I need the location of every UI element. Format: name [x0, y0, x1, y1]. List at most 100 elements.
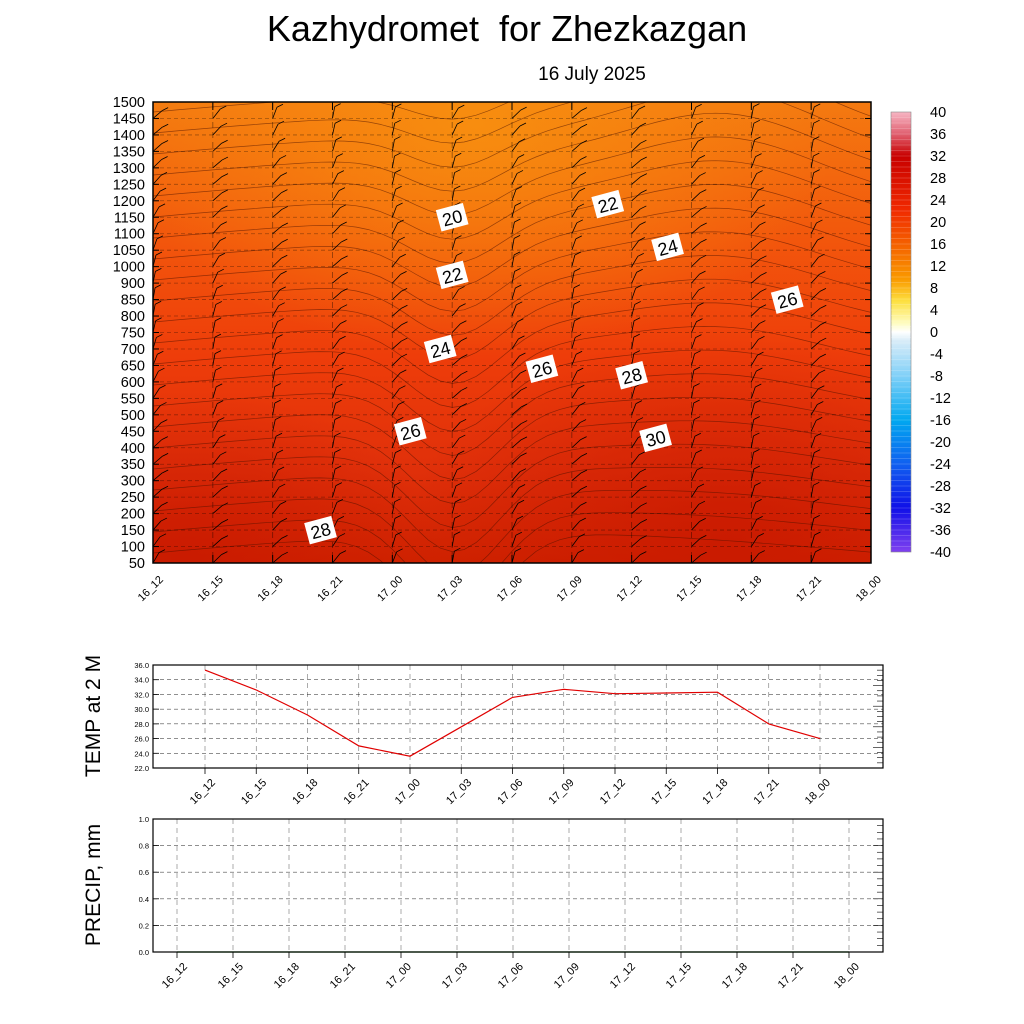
wind-barb-staff — [511, 238, 515, 251]
wind-barb-flag — [813, 136, 820, 140]
wind-barb-staff — [750, 485, 756, 498]
wind-barb-staff — [750, 435, 754, 448]
wind-barb-flag — [756, 170, 763, 174]
wind-barb-staff — [212, 125, 222, 136]
wind-barb-staff — [511, 221, 515, 234]
wind-barb-flag — [456, 252, 463, 256]
temp-panel: 22.024.026.028.030.032.034.036.0 16_12 16… — [82, 655, 884, 807]
wind-barb-staff — [691, 386, 695, 399]
wind-barb-staff — [691, 158, 700, 169]
wind-barb-staff — [571, 110, 582, 119]
wind-barb-flag — [513, 251, 521, 256]
wind-barb-flag — [281, 254, 288, 259]
wind-barb-flag — [454, 514, 461, 519]
precip-y-tick-label: 0.2 — [139, 921, 149, 930]
heatmap-y-tick-label: 1100 — [114, 227, 145, 243]
wind-barb-flag — [758, 204, 765, 209]
wind-barb-staff — [511, 254, 515, 267]
wind-barb-staff — [153, 520, 162, 531]
wind-barb-staff — [870, 479, 871, 481]
wind-barb-staff — [511, 141, 520, 152]
wind-barb-flag — [518, 484, 526, 488]
wind-barb-flag — [454, 169, 461, 173]
wind-barb-flag — [640, 518, 648, 523]
wind-barb-staff — [332, 241, 342, 251]
wind-barb-staff — [391, 551, 398, 563]
wind-barb-flag — [341, 288, 348, 293]
precip-x-tick-label: 17_09 — [552, 961, 582, 991]
wind-barb-staff — [392, 274, 401, 284]
wind-barb-staff — [332, 224, 342, 234]
wind-barb-flag — [875, 137, 881, 140]
wind-barb-flag — [399, 253, 406, 258]
wind-barb-flag — [639, 122, 647, 127]
wind-barb-staff — [391, 501, 395, 514]
wind-barb-flag — [161, 501, 168, 506]
wind-barb-flag — [574, 251, 582, 256]
contour-label-box — [591, 189, 625, 219]
wind-barb-flag — [693, 366, 701, 371]
wind-barb-staff — [631, 554, 641, 563]
wind-barb-flag — [754, 482, 761, 486]
precip-x-tick-label: 16_12 — [160, 961, 190, 991]
wind-barb-staff — [691, 289, 699, 300]
wind-barb-flag — [455, 152, 462, 157]
precip-x-tick-label: 17_03 — [440, 961, 470, 991]
wind-barb-staff — [870, 282, 871, 284]
wind-barb-flag — [334, 465, 342, 470]
wind-barb-staff — [392, 307, 402, 317]
wind-barb-flag — [339, 550, 347, 554]
wind-barb-flag — [160, 402, 167, 406]
wind-barb-staff — [810, 404, 818, 416]
wind-barb-flag — [394, 152, 401, 157]
wind-barb-staff — [391, 189, 397, 201]
wind-barb-flag — [161, 140, 169, 144]
wind-barb-flag — [455, 235, 462, 240]
wind-barb-flag — [221, 189, 229, 194]
wind-barb-flag — [817, 401, 824, 405]
wind-barb-staff — [451, 139, 457, 152]
wind-barb-flag — [276, 103, 284, 108]
wind-barb-flag — [578, 533, 586, 538]
wind-barb-flag — [814, 531, 821, 536]
precip-gridlines — [153, 819, 883, 952]
wind-barb-staff — [511, 189, 517, 201]
wind-barb-flag — [154, 284, 162, 289]
wind-barb-flag — [454, 531, 461, 536]
contour-line — [153, 184, 871, 264]
precip-y-tick-label: 0.4 — [139, 895, 149, 904]
wind-barb-staff — [212, 320, 216, 333]
wind-barb-staff — [212, 208, 222, 218]
wind-barb-staff — [332, 536, 340, 547]
wind-barb-staff — [511, 173, 518, 185]
wind-barb-flag — [334, 103, 341, 108]
wind-barb-flag — [455, 136, 463, 141]
wind-barb-staff — [691, 554, 701, 563]
wind-barb-staff — [212, 288, 218, 300]
wind-barb-flag — [757, 533, 764, 537]
wind-barb-flag — [274, 383, 281, 387]
wind-barb-flag — [880, 387, 886, 390]
precip-x-tick-label: 17_18 — [720, 961, 750, 991]
wind-barb-staff — [391, 222, 399, 234]
wind-barb-flag — [219, 89, 225, 92]
wind-barb-flag — [340, 221, 347, 226]
temp-y-axis: 22.0 24.0 26.0 28.0 30.0 32.0 34.0 36.0 — [134, 661, 159, 773]
wind-barb-flag — [880, 355, 886, 358]
wind-barb-flag — [281, 206, 288, 210]
wind-barb-staff — [332, 102, 333, 103]
colorbar-tick-label: -28 — [930, 479, 951, 495]
wind-barb-flag — [159, 533, 167, 538]
wind-barb-flag — [394, 136, 401, 140]
wind-barb-staff — [511, 205, 516, 218]
wind-barb-flag — [514, 218, 521, 223]
wind-barb-flag — [633, 350, 641, 354]
wind-barb-flag — [394, 481, 401, 486]
wind-barb-flag — [337, 170, 345, 174]
wind-barb-staff — [332, 502, 338, 514]
wind-barb-staff — [332, 291, 342, 300]
wind-barb-staff — [212, 256, 220, 267]
wind-barb-flag — [161, 156, 168, 160]
wind-barb-flag — [275, 350, 282, 355]
contour-label-box — [435, 260, 469, 290]
